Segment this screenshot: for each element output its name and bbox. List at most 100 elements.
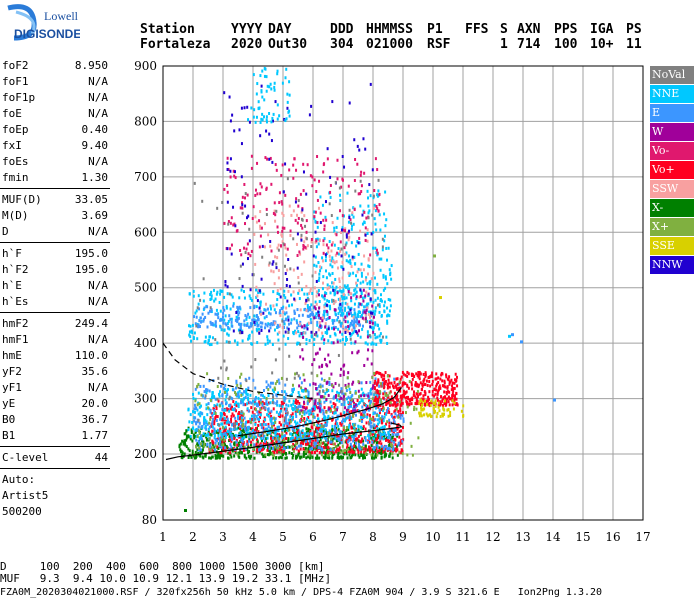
echo-point [245,392,248,396]
echo-point [374,323,377,327]
plot-frame [162,65,644,521]
echo-point [209,408,212,412]
echo-point [365,404,368,408]
echo-point [367,196,370,200]
echo-point [319,395,322,399]
echo-point [333,261,336,265]
echo-point [230,445,233,449]
echo-point [348,312,351,316]
echo-point [227,222,230,226]
echo-point [276,69,279,73]
echo-point [253,232,256,236]
echo-point [188,324,191,328]
echo-point [239,384,242,388]
echo-point [411,396,414,400]
echo-point [268,157,271,161]
echo-point [300,386,303,390]
echo-point [358,446,361,450]
echo-point [379,439,382,443]
echo-point [326,453,329,457]
echo-point [323,310,326,314]
echo-point [419,399,422,403]
echo-point [279,244,282,248]
echo-point [275,168,278,172]
echo-point [199,448,202,452]
echo-point [285,437,288,441]
echo-point [191,439,194,443]
echo-point [383,431,386,435]
echo-point [335,418,338,422]
echo-point [185,445,188,449]
echo-point [252,447,255,451]
echo-point [237,328,240,332]
echo-point [281,81,284,85]
echo-point [334,411,337,415]
echo-point [298,423,301,427]
echo-point [319,446,322,450]
echo-point [288,304,291,308]
echo-point [237,322,240,326]
echo-point [380,451,383,455]
echo-point [309,456,312,460]
echo-point [373,276,376,280]
echo-point [328,431,331,435]
echo-point [250,298,253,302]
echo-point [379,435,382,439]
echo-point [209,297,212,301]
echo-point [373,332,376,336]
echo-point [252,205,255,209]
echo-point [294,372,297,376]
echo-point [197,382,200,386]
echo-point [371,349,374,353]
echo-point [385,422,388,426]
echo-point [259,290,262,294]
echo-point [372,437,375,441]
echo-point [297,391,300,395]
echo-point [279,409,282,413]
echo-point [326,287,329,291]
echo-point [371,375,374,379]
echo-point [263,418,266,422]
parameter-value: 110.0 [74,349,108,362]
echo-point [367,204,370,208]
echo-point [342,214,345,218]
echo-point [339,298,342,302]
echo-point [252,378,255,382]
echo-point [367,439,370,443]
echo-point [202,419,205,423]
echo-point [303,378,306,382]
parameter-name: C-level [2,451,49,464]
echo-point [224,431,227,435]
echo-point [187,428,190,432]
echo-point [223,411,226,415]
echo-point [319,211,322,215]
echo-point [342,288,345,292]
echo-point [227,325,230,329]
echo-point [294,404,297,408]
echo-point [240,424,243,428]
echo-point [416,392,419,396]
echo-point [341,226,344,230]
echo-point [355,437,358,441]
echo-point [217,423,220,427]
echo-point [192,396,195,400]
echo-point [305,456,308,460]
echo-point [316,221,319,225]
echo-point [383,304,386,308]
echo-point [313,343,316,347]
echo-point [454,394,457,398]
echo-point [395,385,398,389]
echo-point [339,231,342,235]
echo-point [240,372,243,376]
echo-point [285,403,288,407]
echo-point [333,405,336,409]
echo-point [395,377,398,381]
echo-point [368,422,371,426]
echo-point [441,379,444,383]
echo-point [378,327,381,331]
echo-point [253,416,256,420]
echo-point [331,428,334,432]
echo-point [329,448,332,452]
echo-point [415,372,418,376]
echo-point [423,377,426,381]
